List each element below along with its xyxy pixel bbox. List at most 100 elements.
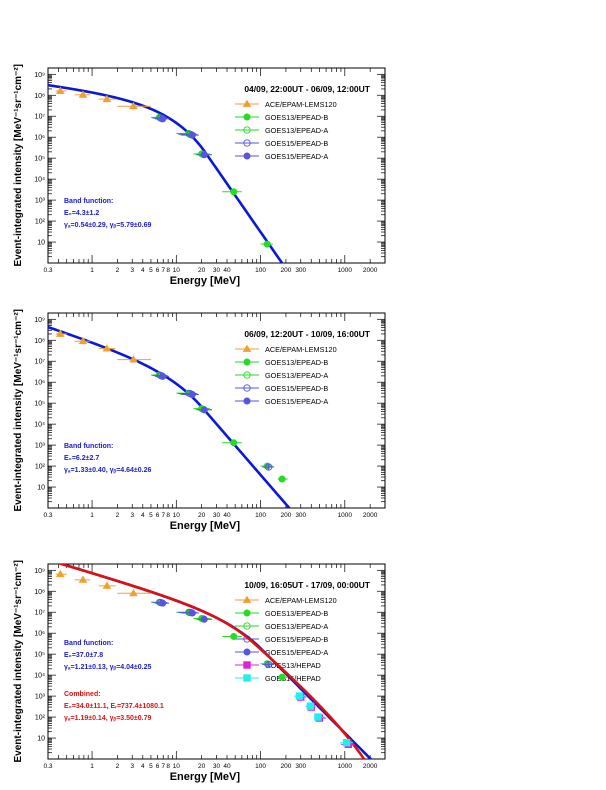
y-tick-label: 10⁸: [34, 93, 45, 100]
legend-marker: [243, 139, 251, 147]
data-point: [188, 390, 196, 398]
band-function-heading: Band function:: [64, 640, 113, 647]
y-tick-label: 10²: [35, 715, 46, 722]
y-tick-label: 10⁶: [34, 631, 45, 638]
x-tick-label: 30: [213, 512, 221, 519]
y-axis-label: Event-integrated intensity [MeV⁻¹sr⁻¹cm⁻…: [13, 309, 24, 512]
data-point: [129, 355, 138, 363]
y-tick-label: 10⁸: [34, 589, 45, 596]
data-point: [102, 344, 112, 352]
band-function-gammas: γₐ=1.33±0.40, γᵦ=4.64±0.26: [64, 467, 151, 474]
series-goes15-epead-a: [155, 372, 212, 414]
x-tick-label: 2000: [363, 267, 378, 274]
x-tick-label: 8: [166, 267, 170, 274]
data-point: [129, 101, 138, 110]
legend: ACE/EPAM-LEMS120 GOES13/EPEAD-B GOES13/EPE…: [235, 344, 337, 406]
x-tick-label: 2000: [363, 512, 378, 519]
series-ace-epam-lems120: [55, 569, 151, 597]
y-tick-label: 10⁹: [34, 568, 45, 575]
x-tick-label: 100: [255, 267, 266, 274]
x-tick-label: 20: [198, 267, 206, 274]
data-point: [263, 240, 271, 248]
legend-label: GOES15/EPEAD-B: [265, 635, 328, 644]
data-point: [230, 188, 238, 196]
data-point: [278, 475, 286, 483]
chart-panel-3: 0.3 1 2 3 4 5 6 7 8 10 20 30 40 100 200 300 1000 20001010…: [13, 560, 386, 783]
legend-label: GOES15/EPEAD-A: [265, 648, 328, 657]
x-tick-label: 7: [161, 267, 165, 274]
x-tick-label: 2: [116, 512, 120, 519]
data-point: [306, 702, 315, 710]
x-tick-label: 0.3: [43, 512, 52, 519]
data-point: [78, 575, 88, 583]
y-tick-label: 10: [37, 240, 45, 247]
data-point: [129, 588, 138, 597]
data-points: [55, 329, 288, 483]
legend-marker: [243, 674, 251, 682]
combined-gammas: γₐ=1.19±0.14, γᵦ=3.50±0.79: [64, 715, 151, 722]
data-point: [102, 94, 112, 103]
x-tick-label: 1000: [338, 763, 353, 770]
data-point: [159, 115, 167, 123]
legend-marker: [243, 397, 251, 405]
data-point: [188, 609, 196, 617]
x-tick-label: 1: [90, 763, 94, 770]
legend-marker: [243, 371, 251, 379]
band-function-gammas: γₐ=1.21±0.13, γᵦ=4.04±0.25: [64, 664, 151, 671]
legend-label: GOES13/EPEAD-B: [265, 113, 328, 122]
data-point: [55, 569, 65, 578]
x-tick-label: 100: [255, 763, 266, 770]
legend-marker: [243, 661, 251, 669]
x-tick-label: 3: [130, 763, 134, 770]
series-goes13-epead-b: [150, 113, 273, 248]
chart-title: 06/09, 12:20UT - 10/09, 16:00UT: [244, 329, 370, 339]
data-point: [102, 581, 112, 589]
band-function-heading: Band function:: [64, 198, 113, 205]
data-point: [295, 692, 304, 700]
x-tick-label: 6: [156, 512, 160, 519]
y-tick-label: 10: [37, 736, 45, 743]
fit-curve-band: [48, 83, 284, 263]
legend-label: GOES13/HEPAD: [265, 661, 321, 670]
data-point: [78, 90, 88, 98]
data-point: [278, 673, 286, 681]
y-tick-label: 10³: [35, 443, 46, 450]
plot-frame: [47, 67, 386, 264]
y-tick-label: 10⁴: [34, 422, 45, 429]
legend-label: GOES15/EPEAD-A: [265, 397, 328, 406]
x-tick-label: 1000: [338, 267, 353, 274]
legend-label: ACE/EPAM-LEMS120: [265, 345, 337, 354]
x-tick-label: 10: [173, 512, 181, 519]
x-tick-label: 5: [149, 512, 153, 519]
x-tick-label: 4: [141, 512, 145, 519]
x-tick-label: 40: [223, 267, 231, 274]
legend-label: GOES13/EPEAD-A: [265, 126, 328, 135]
x-axis-label: Energy [MeV]: [170, 520, 241, 532]
combined-heading: Combined:: [64, 691, 101, 698]
fit-annotation: Band function: E₀=6.2±2.7 γₐ=1.33±0.40, γᵦ…: [64, 443, 151, 474]
x-tick-label: 1: [90, 512, 94, 519]
legend-marker: [242, 595, 252, 603]
data-point: [314, 713, 322, 721]
legend-marker: [242, 344, 252, 352]
series-goes15-epead-b: [152, 598, 275, 669]
x-tick-label: 6: [156, 267, 160, 274]
y-tick-label: 10⁹: [34, 317, 45, 324]
legend-label: GOES13/EPEAD-B: [265, 358, 328, 367]
x-tick-label: 5: [149, 763, 153, 770]
data-point: [230, 439, 238, 447]
x-axis-label: Energy [MeV]: [170, 275, 241, 287]
y-tick-label: 10⁹: [34, 72, 45, 79]
legend-label: ACE/EPAM-LEMS120: [265, 596, 337, 605]
x-axis-label: Energy [MeV]: [170, 771, 241, 783]
band-function-e0: E₀=6.2±2.7: [64, 455, 99, 462]
x-tick-label: 300: [295, 763, 306, 770]
combined-energies: E₀=34.0±11.1, Eᵣ=737.4±1080.1: [64, 703, 164, 710]
y-tick-label: 10³: [35, 694, 46, 701]
x-tick-label: 2: [116, 267, 120, 274]
x-tick-label: 300: [295, 267, 306, 274]
x-tick-label: 8: [166, 512, 170, 519]
data-point: [265, 660, 273, 669]
x-tick-label: 0.3: [43, 267, 52, 274]
